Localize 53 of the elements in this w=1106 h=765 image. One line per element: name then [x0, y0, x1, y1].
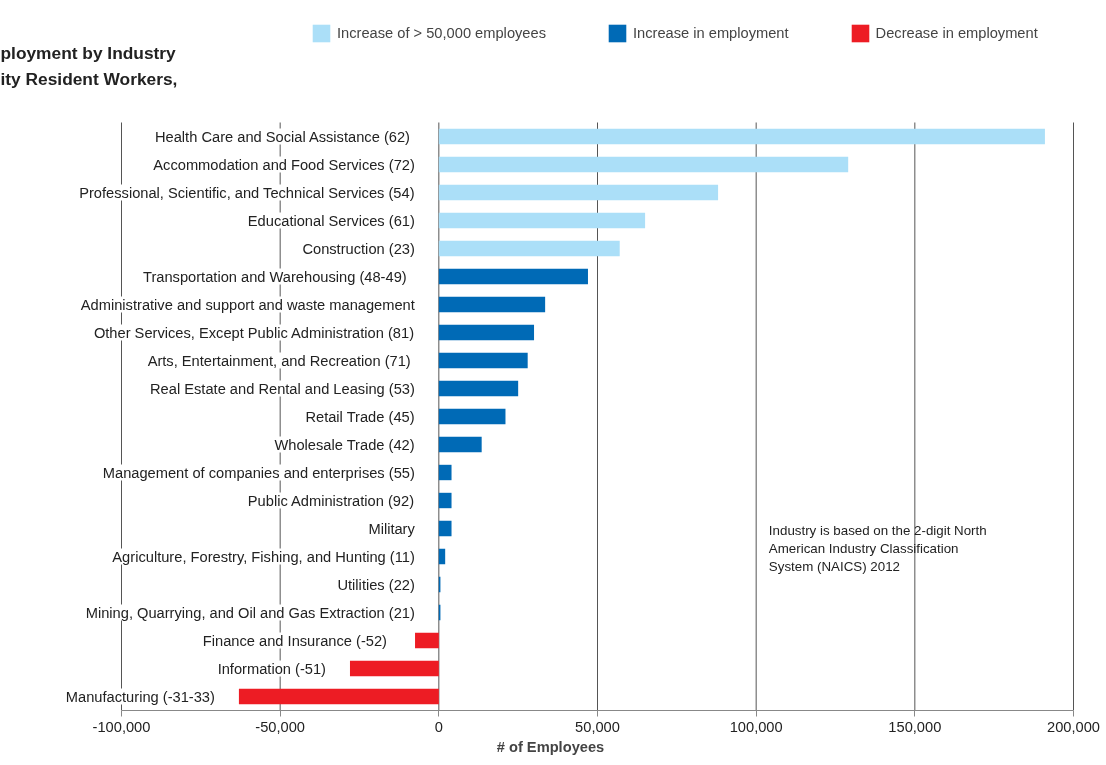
bar [438, 352, 528, 369]
y-tick-label: Utilities (22) [337, 576, 415, 593]
bar [438, 408, 506, 425]
legend-label: Decrease in employment [875, 25, 1038, 41]
y-tick-label: Public Administration (92) [247, 492, 415, 509]
y-tick-label: Mining, Quarrying, and Oil and Gas Extraction (21) [85, 604, 415, 621]
y-tick-label: Arts, Entertainment, and Recreation (71) [147, 352, 411, 369]
y-tick-label: Real Estate and Rental and Leasing (53) [150, 380, 415, 397]
bar [438, 184, 719, 201]
bar [349, 660, 439, 677]
x-tick-label: 200,000 [1047, 718, 1100, 735]
y-tick-label: Wholesale Trade (42) [274, 436, 415, 453]
y-tick-label: Retail Trade (45) [305, 408, 415, 425]
y-tick-label: Management of companies and enterprises (55) [102, 464, 415, 481]
x-tick-label: 100,000 [729, 718, 783, 735]
legend-label: Increase of > 50,000 employees [337, 25, 546, 41]
y-tick-label: Manufacturing (-31-33) [65, 688, 215, 705]
x-axis-title: # of Employees [496, 738, 605, 755]
x-tick-label: -100,000 [92, 718, 151, 735]
annotation: Industry is based on the 2-digit North American Industry Classification System (NAICS) 2012 [768, 522, 987, 574]
y-tick-label: Information (-51) [217, 660, 326, 677]
bar [438, 520, 452, 537]
bar [415, 632, 439, 649]
y-tick-label: Finance and Insurance (-52) [202, 632, 387, 649]
bar [438, 492, 452, 509]
bar [438, 380, 519, 397]
y-tick-label: Agriculture, Forestry, Fishing, and Hunting (11) [112, 548, 415, 565]
bar [438, 436, 482, 453]
x-tick-label: 150,000 [888, 718, 942, 735]
y-tick-label: Transportation and Warehousing (48-49) [143, 268, 407, 285]
y-tick-label: Professional, Scientific, and Technical Services (54) [79, 184, 415, 201]
y-tick-label: Military [368, 520, 416, 537]
x-tick-label: 50,000 [575, 718, 620, 735]
y-tick-label: Administrative and support and waste management [80, 296, 415, 313]
bar [438, 128, 1045, 145]
x-tick-label: -50,000 [255, 718, 306, 735]
legend-label: Increase in employment [633, 25, 789, 41]
bar [438, 240, 620, 257]
bar [438, 156, 849, 173]
bar [438, 324, 535, 341]
bar [438, 268, 588, 285]
x-tick-label: 0 [434, 718, 443, 735]
y-tick-label: Accommodation and Food Services (72) [153, 156, 415, 173]
bar [238, 688, 439, 705]
y-tick-label: Other Services, Except Public Administration (81) [93, 324, 415, 341]
bar [438, 464, 452, 481]
y-tick-label: Construction (23) [302, 240, 415, 257]
chart-title: ployment by Industry ity Resident Workers, [0, 42, 178, 89]
bar [438, 296, 546, 313]
bar [438, 548, 446, 565]
y-tick-label: Educational Services (61) [247, 212, 415, 229]
y-tick-label: Health Care and Social Assistance (62) [154, 128, 410, 145]
bar [438, 212, 646, 229]
